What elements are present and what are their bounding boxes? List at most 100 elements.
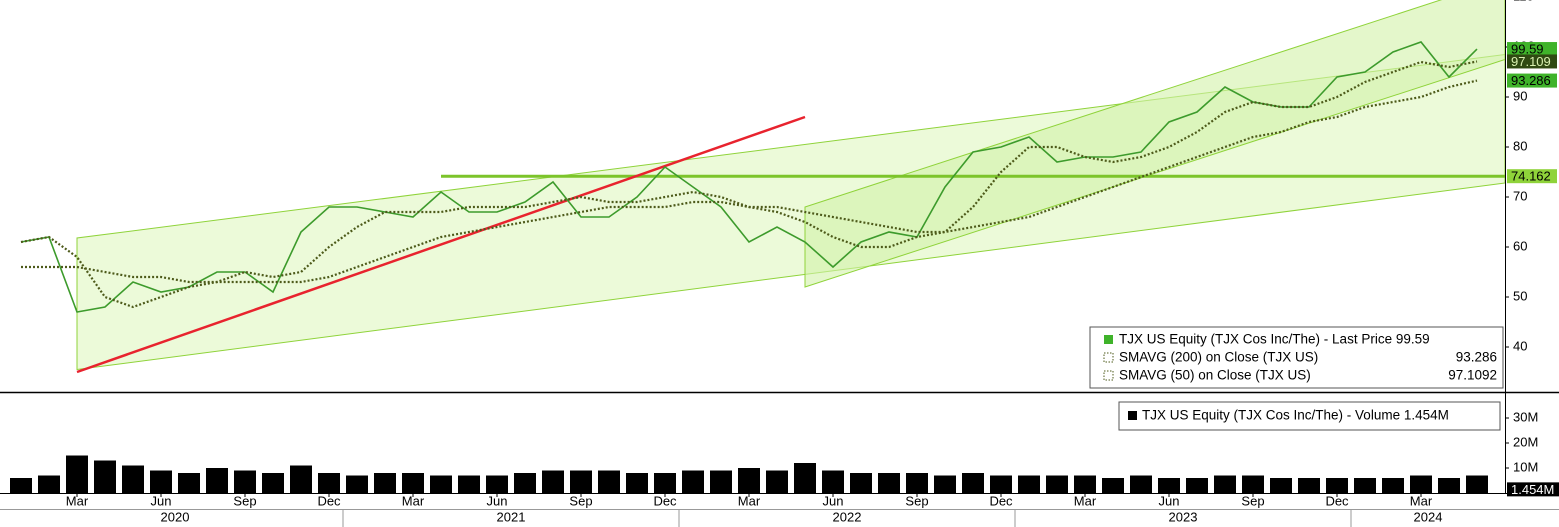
y-tick-label: 50 xyxy=(1513,288,1527,303)
y-tick-label: 20M xyxy=(1513,434,1538,449)
volume-bar xyxy=(738,468,760,493)
legend-label: TJX US Equity (TJX Cos Inc/The) - Volume… xyxy=(1142,408,1449,423)
volume-bar xyxy=(626,473,648,493)
volume-bar xyxy=(206,468,228,493)
volume-tag-label: 1.454M xyxy=(1511,482,1554,497)
year-label: 2020 xyxy=(161,509,190,524)
y-tick-label: 80 xyxy=(1513,138,1527,153)
volume-bar xyxy=(318,473,340,493)
trend-channel xyxy=(804,0,1505,288)
y-tick-label: 70 xyxy=(1513,188,1527,203)
x-tick-label: Jun xyxy=(1159,493,1180,508)
price-tag xyxy=(1507,54,1557,69)
volume-bar xyxy=(598,470,620,493)
x-tick-label: Dec xyxy=(989,493,1013,508)
volume-bar xyxy=(766,470,788,493)
volume-bar xyxy=(38,475,60,493)
legend-swatch xyxy=(1103,370,1114,381)
volume-bar xyxy=(570,470,592,493)
x-tick-label: Dec xyxy=(653,493,677,508)
x-tick-label: Dec xyxy=(1325,493,1349,508)
legend-value: 93.286 xyxy=(1456,350,1497,365)
x-tick-label: Sep xyxy=(569,493,592,508)
volume-legend: TJX US Equity (TJX Cos Inc/The) - Volume… xyxy=(1118,401,1501,431)
legend-label: SMAVG (50) on Close (TJX US) xyxy=(1119,368,1311,383)
volume-bar xyxy=(262,473,284,493)
volume-bar xyxy=(1158,478,1180,493)
x-tick-label: Sep xyxy=(1241,493,1264,508)
volume-bar xyxy=(346,475,368,493)
x-tick-label: Dec xyxy=(317,493,341,508)
legend-swatch xyxy=(1128,411,1137,420)
volume-bar xyxy=(1102,478,1124,493)
volume-bar xyxy=(94,460,116,493)
year-label: 2021 xyxy=(497,509,526,524)
volume-bar xyxy=(234,470,256,493)
volume-bar xyxy=(150,470,172,493)
x-tick-label: Mar xyxy=(66,493,89,508)
volume-bar xyxy=(178,473,200,493)
volume-bar xyxy=(878,473,900,493)
volume-bar xyxy=(1046,475,1068,493)
volume-bar xyxy=(1186,478,1208,493)
price-tag xyxy=(1507,169,1557,184)
legend-box xyxy=(1118,401,1501,431)
x-tick-label: Mar xyxy=(402,493,425,508)
year-label: 2024 xyxy=(1414,509,1443,524)
volume-bar xyxy=(794,463,816,493)
volume-bar xyxy=(822,470,844,493)
volume-bar xyxy=(402,473,424,493)
volume-bar xyxy=(514,473,536,493)
volume-bar xyxy=(682,470,704,493)
volume-bar xyxy=(1214,475,1236,493)
x-tick-label: Mar xyxy=(1074,493,1097,508)
volume-bar xyxy=(850,473,872,493)
volume-bar xyxy=(66,455,88,493)
legend-box xyxy=(1089,326,1504,389)
price-tag-label: 74.162 xyxy=(1511,169,1551,184)
legend-label: TJX US Equity (TJX Cos Inc/The) - Last P… xyxy=(1119,332,1430,347)
volume-bar xyxy=(10,478,32,493)
y-tick-label: 110 xyxy=(1513,0,1534,3)
volume-bar xyxy=(486,475,508,493)
volume-bar xyxy=(710,470,732,493)
y-tick-label: 40 xyxy=(1513,338,1527,353)
volume-bar xyxy=(1130,475,1152,493)
price-tag xyxy=(1507,73,1557,88)
volume-bar xyxy=(1410,475,1432,493)
volume-bar xyxy=(290,465,312,493)
volume-bar xyxy=(906,473,928,493)
volume-bar xyxy=(1242,475,1264,493)
volume-tag xyxy=(1507,482,1559,497)
volume-bar xyxy=(1298,478,1320,493)
x-tick-label: Sep xyxy=(233,493,256,508)
x-tick-label: Jun xyxy=(823,493,844,508)
x-tick-label: Mar xyxy=(1410,493,1433,508)
volume-bar xyxy=(1270,478,1292,493)
legend-label: SMAVG (200) on Close (TJX US) xyxy=(1119,350,1318,365)
x-tick-label: Jun xyxy=(151,493,172,508)
price-tag-label: 97.109 xyxy=(1511,54,1551,69)
price-tag-label: 99.59 xyxy=(1511,41,1544,56)
volume-bar xyxy=(1354,478,1376,493)
volume-bar xyxy=(1438,478,1460,493)
y-tick-label: 60 xyxy=(1513,238,1527,253)
year-label: 2022 xyxy=(833,509,862,524)
volume-bar xyxy=(542,470,564,493)
legend-swatch xyxy=(1104,335,1113,344)
volume-bar xyxy=(1382,478,1404,493)
y-tick-label: 10M xyxy=(1513,459,1538,474)
price-legend: TJX US Equity (TJX Cos Inc/The) - Last P… xyxy=(1089,326,1504,389)
volume-bar xyxy=(654,473,676,493)
legend-value: 97.1092 xyxy=(1448,368,1497,383)
price-tag xyxy=(1507,42,1557,57)
y-tick-label: 90 xyxy=(1513,88,1527,103)
price-tag-label: 93.286 xyxy=(1511,73,1551,88)
x-tick-label: Jun xyxy=(487,493,508,508)
volume-bar xyxy=(990,475,1012,493)
volume-bar xyxy=(934,475,956,493)
year-label: 2023 xyxy=(1169,509,1198,524)
volume-bar xyxy=(430,475,452,493)
volume-bar xyxy=(122,465,144,493)
